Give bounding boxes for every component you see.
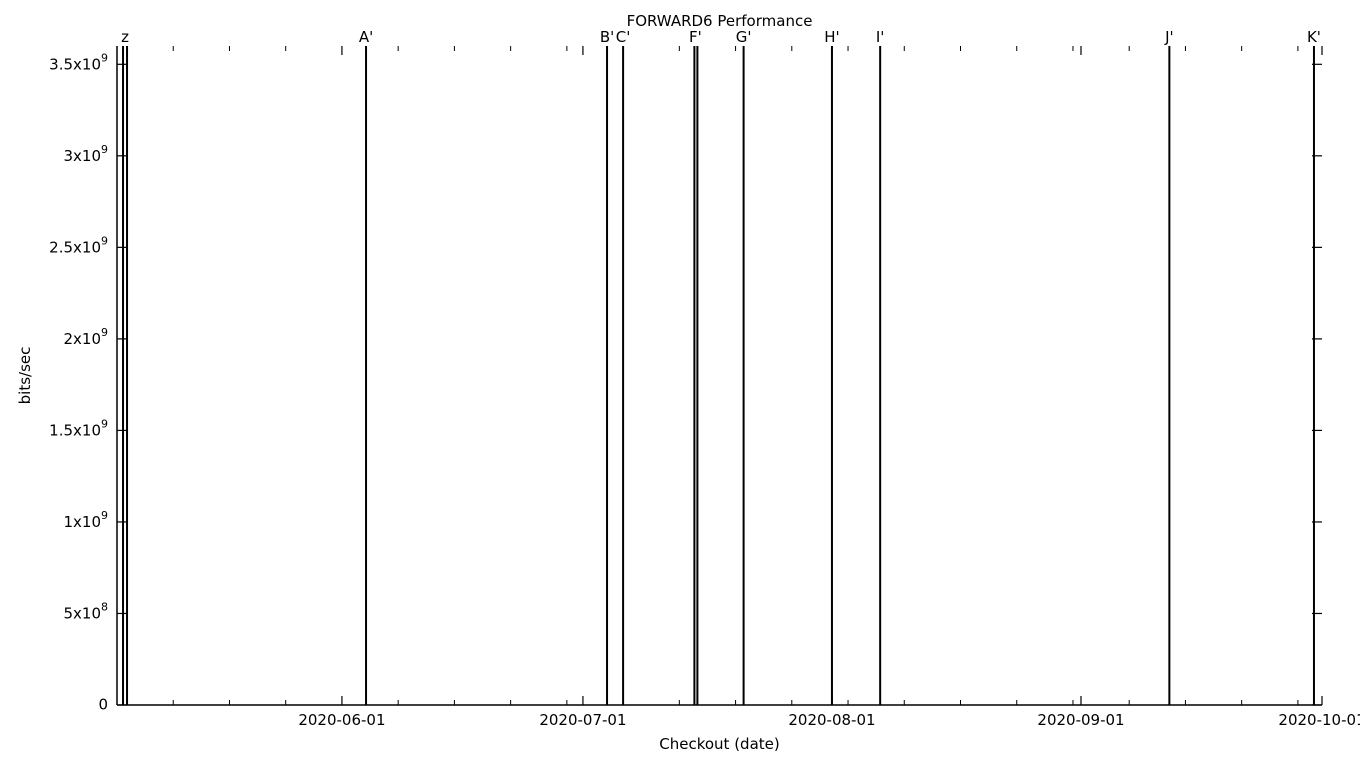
chart-bg	[0, 0, 1360, 768]
chart-svg: 05x1081x1091.5x1092x1092.5x1093x1093.5x1…	[0, 0, 1360, 768]
x-tick-label: 2020-10-01	[1278, 711, 1360, 729]
annotation-label: z	[121, 28, 129, 46]
chart-title: FORWARD6 Performance	[627, 12, 813, 30]
x-tick-label: 2020-09-01	[1037, 711, 1124, 729]
annotation-label: K'	[1307, 28, 1321, 46]
x-axis-label: Checkout (date)	[659, 735, 779, 753]
annotation-label: G'	[736, 28, 752, 46]
annotation-label: F'	[689, 28, 702, 46]
y-tick-label: 1.5x109	[49, 417, 108, 439]
annotation-label: C'	[616, 28, 631, 46]
x-tick-label: 2020-06-01	[298, 711, 385, 729]
x-tick-label: 2020-07-01	[539, 711, 626, 729]
annotation-label: H'	[824, 28, 839, 46]
y-tick-label: 3.5x109	[49, 51, 108, 73]
annotation-label: I'	[876, 28, 885, 46]
y-tick-label: 2.5x109	[49, 234, 108, 256]
annotation-label: J'	[1164, 28, 1174, 46]
y-tick-label: 0	[98, 696, 108, 714]
annotation-label: B'	[600, 28, 614, 46]
y-axis-label: bits/sec	[16, 347, 34, 405]
chart-container: 05x1081x1091.5x1092x1092.5x1093x1093.5x1…	[0, 0, 1360, 768]
x-tick-label: 2020-08-01	[788, 711, 875, 729]
annotation-label: A'	[359, 28, 373, 46]
